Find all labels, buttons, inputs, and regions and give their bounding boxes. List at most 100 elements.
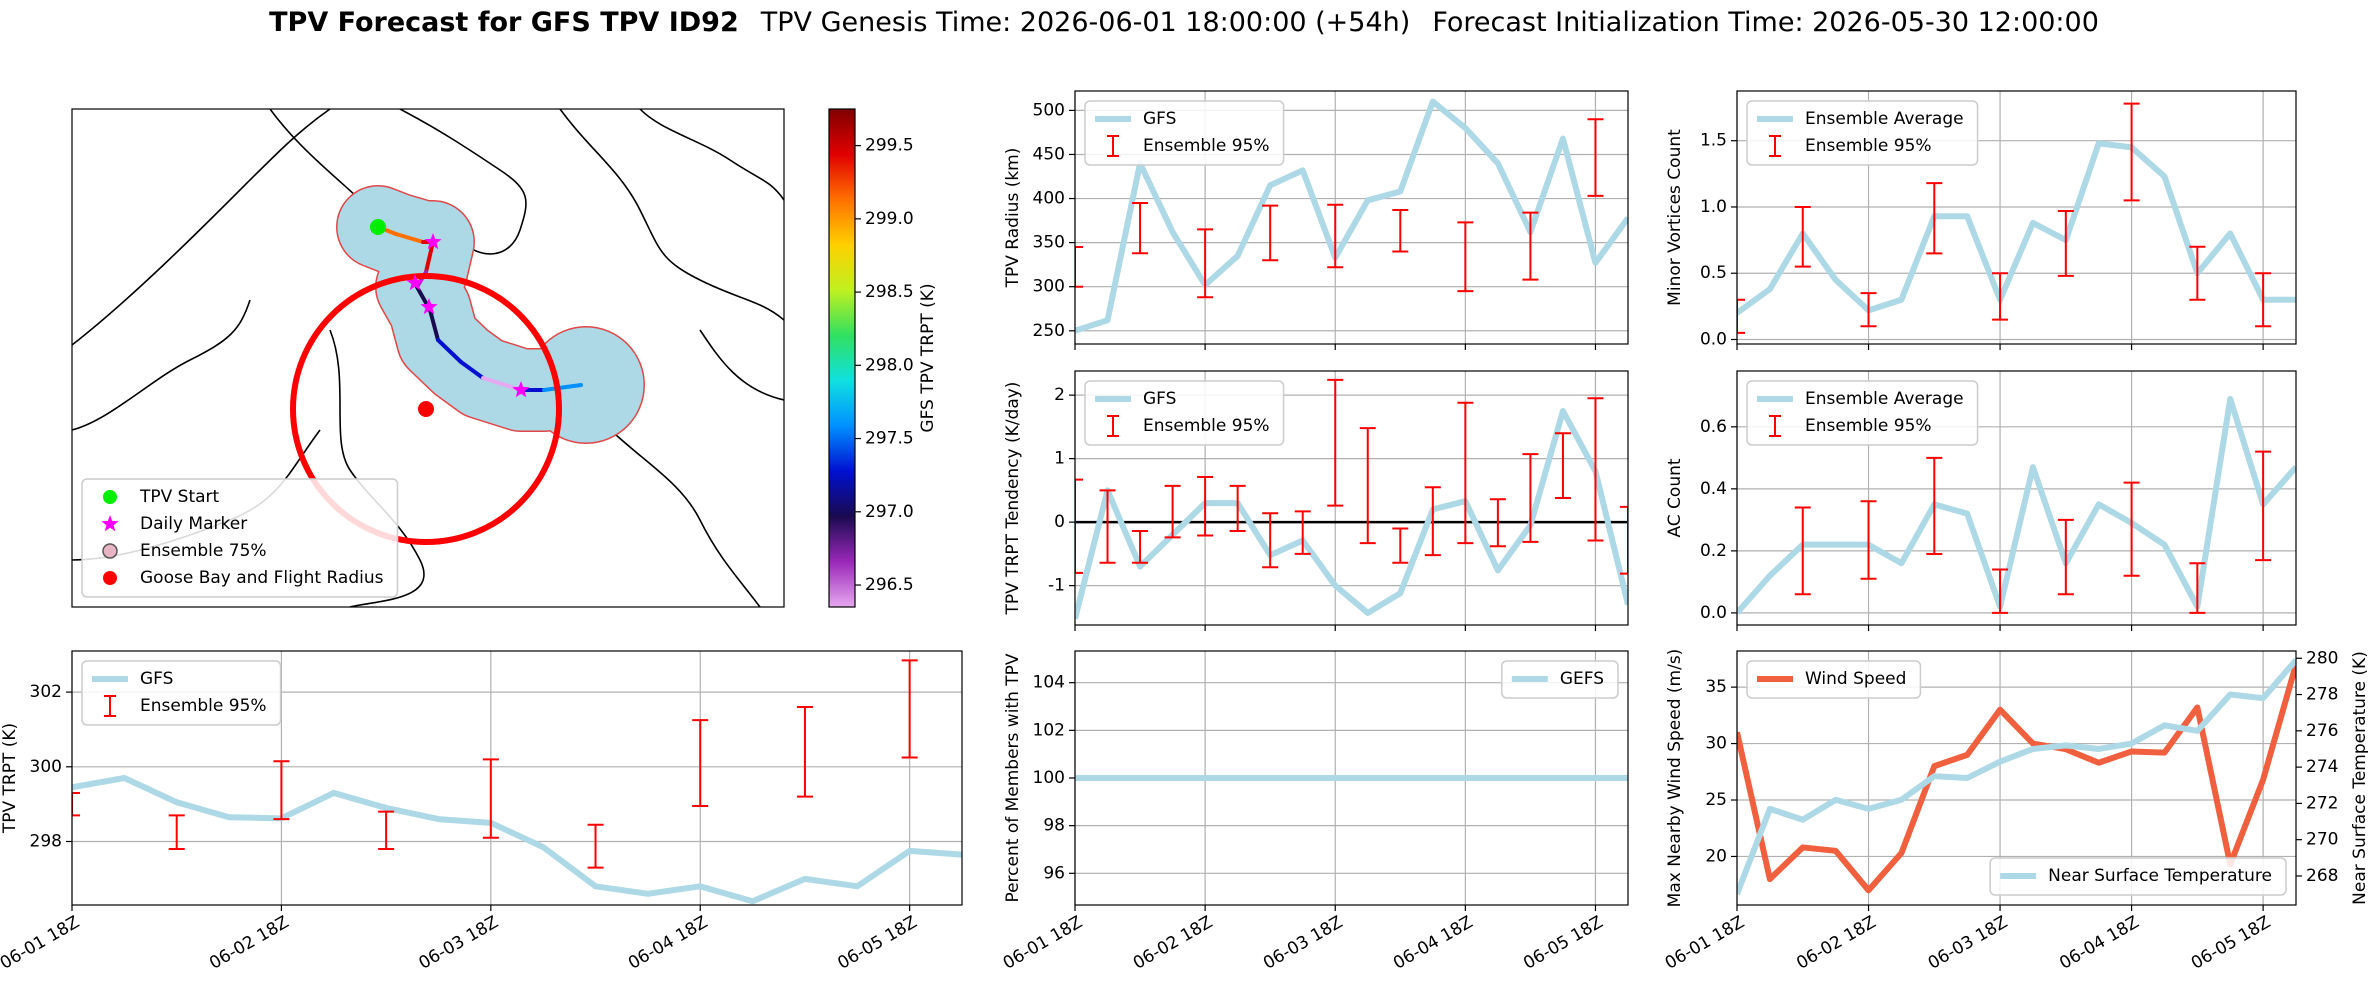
y-tick-label: 0: [1054, 512, 1065, 532]
x-tick-label: 06-05 18Z: [2188, 912, 2274, 973]
error-bar: [1392, 527, 1409, 564]
error-bar: [692, 719, 709, 808]
legend-frame: [81, 660, 282, 726]
error-bar: [1327, 203, 1344, 269]
error-bar: [796, 706, 813, 798]
plot-frame: [1074, 90, 1629, 345]
title: TPV Forecast for GFS TPV ID92: [269, 7, 739, 38]
y2-tick-label: 270: [2306, 830, 2338, 850]
error-bar: [378, 810, 395, 850]
error-bar: [2189, 562, 2206, 614]
star-marker: [424, 233, 442, 250]
y-tick-label: 102: [1033, 720, 1065, 740]
series-line: [1737, 140, 2296, 316]
x-tick-label: 06-04 18Z: [1390, 912, 1476, 973]
error-bar: [901, 659, 918, 759]
x-tick-label: 06-04 18Z: [625, 912, 711, 973]
plot-frame: [1736, 90, 2297, 345]
y-tick-label: 302: [30, 682, 62, 702]
error-bar: [1424, 486, 1441, 557]
error-bar: [1229, 484, 1246, 533]
genesis-time: TPV Genesis Time: 2026-06-01 18:00:00 (+…: [760, 7, 1411, 38]
track-segment: [428, 308, 440, 342]
series-line: [1737, 663, 2296, 894]
y-tick-label: 450: [1033, 144, 1065, 164]
map-frame: [71, 108, 785, 608]
tpv-start: [370, 219, 386, 235]
error-bar: [1794, 506, 1811, 596]
legend-label: Ensemble 75%: [140, 541, 267, 561]
error-bar: [1457, 221, 1474, 293]
legend-frame: [1084, 380, 1285, 446]
legend-swatch: [103, 490, 117, 504]
y-tick-label: 35: [1705, 677, 1727, 697]
error-bar: [2057, 209, 2074, 277]
panel: 06-01 18Z 06-02 18Z 06-03 18Z 06-04 18Z 06-0…: [0, 650, 963, 974]
star-marker: [101, 515, 119, 532]
y-tick-label: 350: [1033, 233, 1065, 253]
colorbar-tick-label: 298.5: [865, 282, 914, 302]
y-tick-label: 298: [30, 832, 62, 852]
error-bar: [1359, 427, 1376, 545]
error-bar: [1620, 505, 1628, 575]
y-tick-label: 0.6: [1700, 417, 1727, 437]
series-line: [1075, 98, 1628, 334]
y-tick-label: 500: [1033, 100, 1065, 120]
y2-tick-label: 268: [2306, 866, 2338, 886]
x-tick-label: 06-04 18Z: [2056, 912, 2142, 973]
legend-swatch: [103, 571, 117, 585]
colorbar-tick-label: 299.5: [865, 136, 914, 156]
colorbar: [828, 108, 856, 608]
y-tick-label: 104: [1033, 673, 1065, 693]
plot-layer: [1075, 378, 1628, 620]
error-bar: [1164, 484, 1181, 539]
colorbar-tick-label: 298.0: [865, 355, 914, 375]
legend: Ensemble Average Ensemble 95%: [1746, 380, 1979, 446]
legend-swatch: [1769, 135, 1781, 157]
colorbar-label: GFS TPV TRPT (K): [918, 283, 938, 432]
legend-label: Daily Marker: [140, 514, 247, 534]
legend: GFS Ensemble 95%: [1084, 380, 1285, 446]
coastline: [599, 419, 761, 607]
figure-title: TPV Forecast for GFS TPV ID92 TPV Genesis…: [269, 7, 2099, 38]
legend-swatch: [102, 543, 118, 559]
error-bar: [1262, 204, 1279, 262]
error-bar: [1489, 498, 1506, 548]
y2-tick-label: 272: [2306, 793, 2338, 813]
legend-frame: [81, 478, 399, 598]
legend-label: Near Surface Temperature: [2048, 866, 2272, 886]
y-tick-label: 0.5: [1700, 263, 1727, 283]
y2-tick-label: 274: [2306, 757, 2338, 777]
legend-label: Ensemble 95%: [1805, 416, 1932, 436]
error-bar: [1926, 456, 1943, 555]
error-bar: [1737, 298, 1745, 334]
track-segment: [459, 360, 485, 380]
error-bar: [2123, 481, 2140, 577]
plot-frame: [71, 650, 963, 906]
legend-frame: [1084, 100, 1285, 166]
error-bar: [1794, 205, 1811, 268]
error-bar: [273, 760, 290, 821]
error-bar: [72, 791, 80, 817]
legend-frame: [1746, 660, 1922, 699]
error-bar: [1294, 510, 1311, 555]
error-bar: [2255, 272, 2272, 328]
y-tick-label: 1.0: [1700, 197, 1727, 217]
track-segment: [542, 383, 583, 392]
legend-label: GFS: [140, 669, 173, 689]
coastline: [399, 109, 527, 255]
legend-frame: [1989, 857, 2287, 896]
legend-label: Ensemble 95%: [1805, 136, 1932, 156]
y-tick-label: 30: [1705, 734, 1727, 754]
error-bar: [2057, 518, 2074, 596]
y-tick-label: 0.4: [1700, 479, 1727, 499]
y-tick-label: 100: [1033, 768, 1065, 788]
error-bar: [1262, 512, 1279, 569]
star-marker: [512, 381, 530, 398]
coastline: [639, 109, 784, 201]
init-time: Forecast Initialization Time: 2026-05-30…: [1432, 7, 2099, 38]
x-tick-label: 06-02 18Z: [1793, 912, 1879, 973]
error-bar: [1075, 246, 1083, 288]
